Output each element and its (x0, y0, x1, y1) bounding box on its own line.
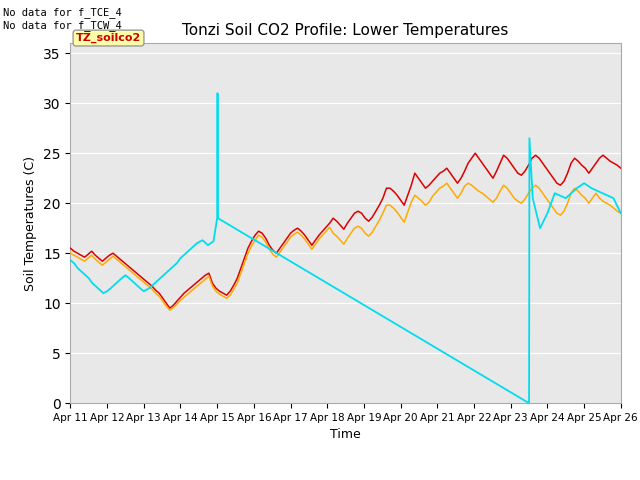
Text: TZ_soilco2: TZ_soilco2 (76, 33, 141, 43)
Title: Tonzi Soil CO2 Profile: Lower Temperatures: Tonzi Soil CO2 Profile: Lower Temperatur… (182, 23, 509, 38)
Text: No data for f_TCE_4
No data for f_TCW_4: No data for f_TCE_4 No data for f_TCW_4 (3, 7, 122, 31)
Legend: Open -8cm, Tree -8cm, Tree2 -8cm: Open -8cm, Tree -8cm, Tree2 -8cm (179, 476, 512, 480)
Y-axis label: Soil Temperatures (C): Soil Temperatures (C) (24, 156, 38, 291)
X-axis label: Time: Time (330, 429, 361, 442)
